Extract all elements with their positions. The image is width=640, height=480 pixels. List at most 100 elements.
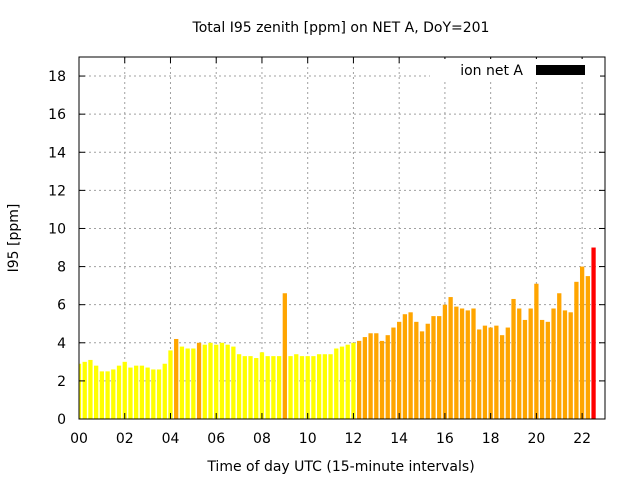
bar [168,350,173,419]
x-tick-label: 18 [482,431,500,447]
bar [334,348,339,419]
bar [391,327,396,419]
bar [431,316,436,419]
bar [179,346,185,419]
bar [276,356,282,419]
bar [511,298,516,419]
bar [534,283,539,419]
y-axis-label: I95 [ppm] [6,204,22,273]
legend-swatch [536,65,585,75]
x-tick-label: 12 [345,431,363,447]
bar [454,306,459,419]
y-tick-label: 8 [57,260,66,276]
bar [265,356,270,419]
bar [282,293,287,419]
bar [259,352,265,419]
bar [397,321,402,419]
x-tick-label: 16 [436,431,454,447]
bar [156,369,162,419]
y-tick-label: 12 [48,183,66,199]
bar [311,356,316,419]
x-tick-label: 10 [299,431,317,447]
bar [162,363,167,419]
bar [116,365,122,419]
bar [105,371,110,419]
bar [419,331,425,419]
bar [328,354,333,419]
bar [322,354,327,419]
bar [145,367,150,419]
bar [288,356,293,419]
bar [471,308,476,419]
bar [499,335,505,419]
x-tick-label: 14 [390,431,408,447]
x-tick-label: 04 [162,431,180,447]
bar [294,354,299,419]
bar [111,369,116,419]
bar [545,321,550,419]
bar [551,308,556,419]
bar [505,327,510,419]
bar [191,348,196,419]
bar [459,308,465,419]
bar [379,340,385,419]
x-tick-label: 22 [573,431,591,447]
bar [585,276,590,419]
legend-label: ion net A [460,63,523,79]
bar [99,371,105,419]
bar [88,359,93,419]
bar [185,348,190,419]
bar [134,365,139,419]
bar [362,337,368,419]
bar [202,344,207,419]
bar [254,358,259,419]
bar [408,312,413,419]
x-axis-label: Time of day UTC (15-minute intervals) [206,459,474,475]
bar [494,325,499,419]
x-tick-label: 06 [207,431,225,447]
bar [488,327,493,419]
bar [414,321,419,419]
bar [248,356,253,419]
y-tick-label: 6 [57,298,66,314]
bar [425,323,430,419]
bar [374,333,379,419]
bar [385,335,390,419]
bar [128,367,133,419]
bar [477,329,482,419]
bar [368,333,373,419]
bar [122,361,127,419]
y-tick-label: 0 [57,412,66,428]
legend-background [430,59,600,81]
bar [225,344,230,419]
bar [568,312,573,419]
bar [271,356,276,419]
y-tick-label: 2 [57,374,66,390]
bar [82,361,87,419]
chart-title: Total I95 zenith [ppm] on NET A, DoY=201 [192,20,490,36]
y-tick-label: 16 [48,107,66,123]
bar [482,325,488,419]
bar [214,344,219,419]
y-tick-label: 18 [48,69,66,85]
bar [539,319,545,419]
bar [151,369,156,419]
bar [442,304,448,419]
bar [208,342,213,419]
bar [357,340,362,419]
bar [402,314,408,419]
bar [557,293,562,419]
bar [591,247,596,419]
x-tick-label: 02 [116,431,134,447]
bar [448,297,453,419]
bar [299,356,305,419]
x-tick-label: 20 [527,431,545,447]
bar [196,342,202,419]
x-tick-label: 08 [253,431,271,447]
bar [579,266,585,419]
bar [305,356,310,419]
bar [339,346,345,419]
bar [219,342,225,419]
